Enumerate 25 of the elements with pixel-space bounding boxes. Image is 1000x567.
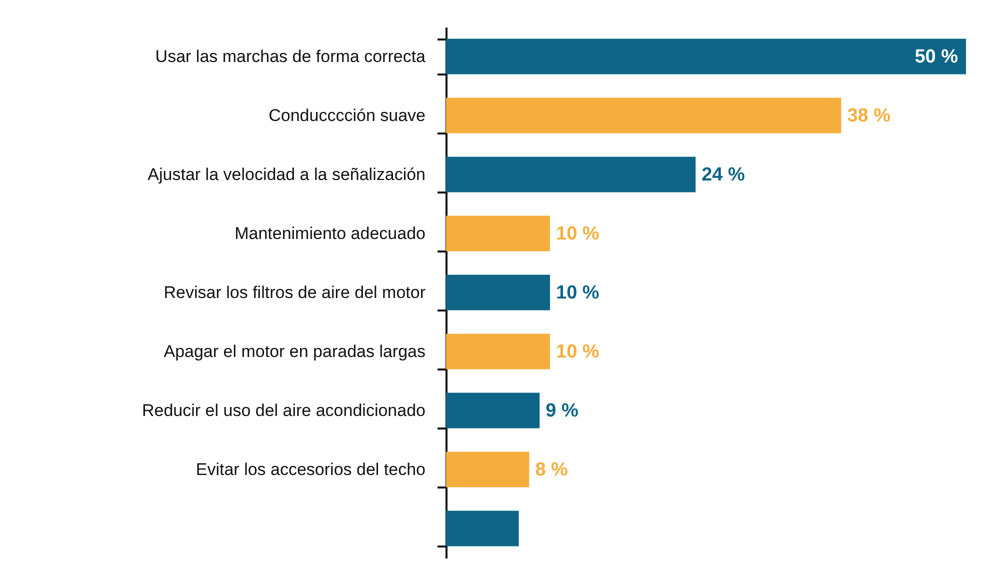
- y-tick-label: Conducccción suave: [268, 106, 426, 125]
- bar: [446, 274, 550, 310]
- y-tick-label: Mantenimiento adecuado: [234, 224, 426, 243]
- bar: [446, 216, 550, 252]
- y-tick-label: Apagar el motor en paradas largas: [164, 342, 426, 361]
- bar: [446, 510, 519, 546]
- data-label: 10 %: [556, 342, 600, 362]
- data-label: 10 %: [556, 224, 600, 244]
- y-tick-label: Revisar los filtros de aire del motor: [164, 283, 426, 302]
- y-tick-label: Ajustar la velocidad a la señalización: [148, 165, 426, 184]
- y-tick-label: Usar las marchas de forma correcta: [155, 47, 426, 66]
- data-label: 24 %: [702, 164, 746, 186]
- data-label: 8 %: [535, 460, 568, 480]
- data-label: 10 %: [556, 282, 600, 304]
- bar: [446, 334, 550, 370]
- bar: [446, 98, 842, 134]
- bar: [446, 392, 540, 428]
- data-label: 9 %: [546, 400, 578, 422]
- data-label: 38 %: [847, 106, 891, 126]
- bar: [446, 156, 696, 192]
- data-label: 50 %: [914, 46, 958, 68]
- bar: [446, 452, 530, 488]
- y-tick-label: Evitar los accesorios del techo: [196, 460, 426, 479]
- y-tick-label: Reducir el uso del aire acondicionado: [142, 401, 426, 420]
- bar: [446, 38, 966, 74]
